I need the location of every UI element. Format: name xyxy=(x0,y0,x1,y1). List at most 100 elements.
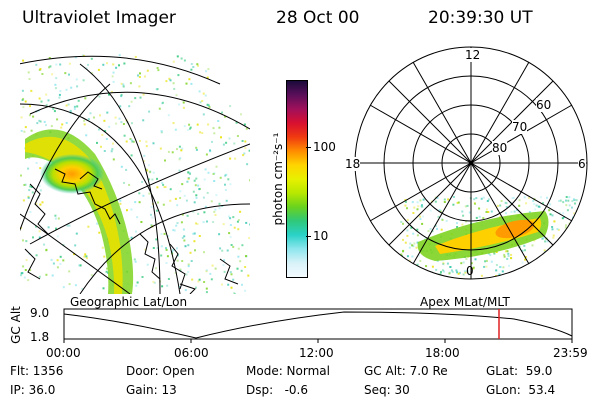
apex-label: Apex MLat/MLT xyxy=(420,295,510,309)
speckle xyxy=(161,285,164,288)
speckle xyxy=(38,275,41,278)
speckle xyxy=(195,146,198,149)
speckle xyxy=(136,216,139,219)
speckle xyxy=(421,204,423,207)
speckle xyxy=(162,183,165,186)
speckle xyxy=(221,111,223,114)
speckle xyxy=(504,250,507,253)
speckle xyxy=(205,269,208,272)
speckle xyxy=(123,134,126,137)
speckle xyxy=(166,284,169,287)
speckle xyxy=(197,280,200,283)
speckle xyxy=(187,271,190,273)
speckle xyxy=(523,196,526,199)
speckle xyxy=(156,88,159,91)
speckle xyxy=(138,85,141,88)
speckle xyxy=(187,265,190,268)
speckle xyxy=(129,138,132,140)
speckle xyxy=(146,169,149,172)
speckle xyxy=(483,265,486,268)
speckle xyxy=(573,272,576,274)
speckle xyxy=(50,258,53,261)
speckle xyxy=(203,281,206,283)
speckle xyxy=(551,214,554,217)
speckle xyxy=(404,241,407,244)
speckle xyxy=(172,82,175,85)
speckle xyxy=(406,218,409,221)
speckle xyxy=(503,255,506,258)
speckle xyxy=(59,90,62,93)
speckle xyxy=(224,115,227,118)
speckle xyxy=(573,212,575,215)
speckle xyxy=(183,59,186,62)
speckle xyxy=(456,201,459,204)
speckle xyxy=(135,230,137,233)
speckle xyxy=(559,249,562,252)
speckle xyxy=(547,263,550,266)
speckle xyxy=(141,180,144,183)
speckle xyxy=(166,255,169,258)
speckle xyxy=(201,100,204,102)
speckle xyxy=(400,258,403,261)
speckle xyxy=(445,219,448,222)
speckle xyxy=(69,109,72,112)
speckle xyxy=(239,210,242,213)
speckle xyxy=(406,234,409,237)
speckle xyxy=(96,141,98,144)
speckle xyxy=(115,122,118,125)
polar-bright-spot xyxy=(495,219,535,239)
speckle xyxy=(482,196,485,199)
speckle xyxy=(134,97,137,100)
speckle xyxy=(143,154,146,157)
speckle xyxy=(91,72,94,74)
speckle xyxy=(176,259,179,262)
speckle xyxy=(148,178,151,181)
speckle xyxy=(504,201,507,204)
speckle xyxy=(495,251,498,253)
speckle xyxy=(241,244,244,247)
speckle xyxy=(174,128,177,131)
timeline-xtick-1: 06:00 xyxy=(174,346,209,360)
speckle xyxy=(21,272,24,275)
speckle xyxy=(64,72,67,75)
speckle xyxy=(96,222,99,225)
speckle xyxy=(59,263,62,265)
speckle xyxy=(205,291,208,294)
speckle xyxy=(39,68,42,71)
speckle xyxy=(566,209,569,212)
speckle xyxy=(212,221,215,223)
speckle xyxy=(205,153,208,156)
speckle xyxy=(148,110,151,113)
speckle xyxy=(195,148,198,151)
speckle xyxy=(151,178,154,181)
speckle xyxy=(59,63,62,66)
speckle xyxy=(141,276,144,278)
info-glon: GLon: 53.4 xyxy=(486,383,556,397)
speckle xyxy=(213,210,216,213)
speckle xyxy=(569,272,572,275)
speckle xyxy=(56,259,59,262)
speckle xyxy=(411,201,414,204)
speckle xyxy=(243,152,246,155)
speckle xyxy=(568,274,571,277)
altitude-curve xyxy=(63,311,573,339)
speckle xyxy=(190,63,193,65)
speckle xyxy=(24,183,27,186)
speckle xyxy=(229,271,232,274)
speckle xyxy=(448,272,451,275)
speckle xyxy=(108,93,110,96)
speckle xyxy=(84,97,87,100)
speckle xyxy=(236,135,239,137)
speckle xyxy=(475,216,478,219)
speckle xyxy=(158,107,161,110)
speckle xyxy=(499,266,502,268)
speckle xyxy=(557,228,560,231)
speckle xyxy=(225,199,228,202)
speckle xyxy=(112,80,115,83)
speckle xyxy=(173,229,176,232)
speckle xyxy=(152,171,155,174)
speckle xyxy=(183,235,186,238)
speckle xyxy=(118,54,121,57)
speckle xyxy=(434,200,437,203)
speckle xyxy=(248,237,250,239)
